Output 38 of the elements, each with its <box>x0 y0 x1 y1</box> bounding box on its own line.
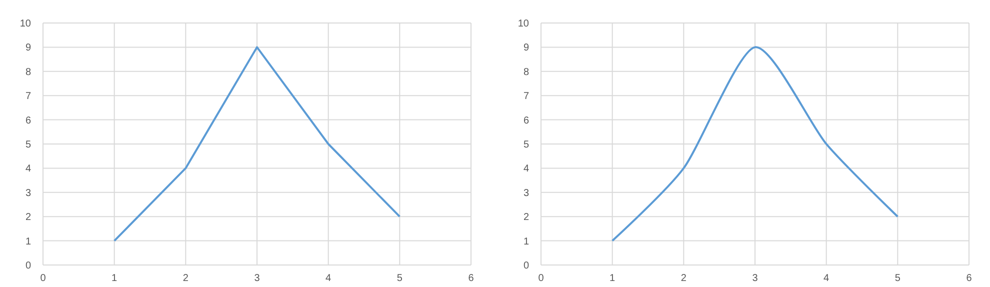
line-series <box>113 46 401 242</box>
y-tick-label: 10 <box>518 18 530 30</box>
y-tick-label: 8 <box>25 66 32 78</box>
x-tick-label: 3 <box>752 273 758 284</box>
y-tick-label: 5 <box>523 140 530 150</box>
x-tick-label: 2 <box>680 273 687 284</box>
y-tick-label: 2 <box>25 212 32 224</box>
x-tick-label: 5 <box>396 273 403 284</box>
x-tick-label: 4 <box>824 273 830 284</box>
x-tick-label: 6 <box>966 273 972 284</box>
y-tick-label: 4 <box>25 164 32 175</box>
y-tick-label: 3 <box>523 188 530 199</box>
y-tick-label: 6 <box>523 115 530 126</box>
x-tick-label: 0 <box>40 273 46 284</box>
x-tick-label: 5 <box>894 273 901 284</box>
y-tick-label: 8 <box>523 66 530 78</box>
x-tick-label: 4 <box>326 273 332 284</box>
y-tick-label: 1 <box>25 236 32 248</box>
y-tick-label: 7 <box>523 91 530 102</box>
y-tick-label: 9 <box>25 42 32 54</box>
y-tick-label: 6 <box>25 115 32 126</box>
line-series <box>611 46 899 242</box>
y-tick-label: 5 <box>25 140 32 150</box>
y-tick-label: 2 <box>523 212 530 224</box>
y-tick-label: 0 <box>523 260 530 272</box>
x-tick-label: 3 <box>254 273 260 284</box>
y-tick-label: 4 <box>523 164 530 175</box>
x-tick-label: 1 <box>610 273 616 284</box>
x-tick-label: 1 <box>112 273 118 284</box>
y-tick-label: 1 <box>523 236 530 248</box>
y-tick-label: 3 <box>25 188 32 199</box>
y-tick-label: 9 <box>523 42 530 54</box>
x-tick-label: 0 <box>538 273 544 284</box>
y-tick-label: 0 <box>25 260 32 272</box>
x-tick-label: 2 <box>182 273 189 284</box>
x-tick-label: 6 <box>468 273 474 284</box>
y-tick-label: 7 <box>25 91 32 102</box>
y-tick-label: 10 <box>20 18 32 30</box>
